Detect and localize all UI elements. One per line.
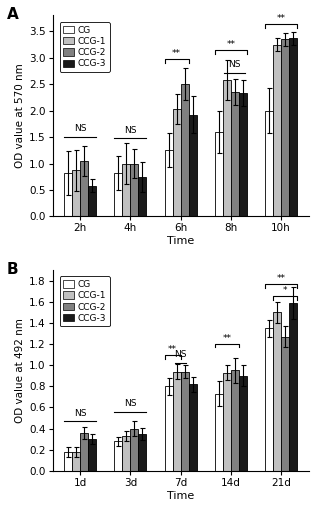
Bar [165, 150, 172, 216]
Bar [114, 173, 122, 216]
Text: **: ** [276, 274, 286, 284]
Bar [72, 452, 80, 471]
Text: **: ** [168, 345, 177, 354]
Bar [64, 452, 72, 471]
Bar [181, 84, 189, 216]
Legend: CG, CCG-1, CCG-2, CCG-3: CG, CCG-1, CCG-2, CCG-3 [60, 22, 110, 72]
Text: NS: NS [229, 60, 241, 69]
Bar [139, 177, 146, 216]
Bar [231, 92, 239, 216]
Bar [88, 186, 96, 216]
Y-axis label: OD value at 492 nm: OD value at 492 nm [15, 318, 25, 423]
Bar [181, 372, 189, 471]
Text: B: B [6, 262, 18, 277]
Bar [289, 38, 297, 216]
Bar [239, 93, 247, 216]
Bar [172, 372, 181, 471]
Bar [265, 328, 273, 471]
Text: A: A [6, 8, 18, 22]
Bar [273, 45, 281, 216]
Bar [130, 163, 139, 216]
Bar [239, 376, 247, 471]
Bar [281, 39, 289, 216]
Bar [289, 303, 297, 471]
Bar [215, 132, 223, 216]
Bar [273, 313, 281, 471]
Bar [223, 373, 231, 471]
Bar [122, 436, 130, 471]
Y-axis label: OD value at 570 nm: OD value at 570 nm [15, 64, 25, 168]
Bar [88, 439, 96, 471]
Text: **: ** [222, 333, 231, 343]
Text: **: ** [226, 40, 235, 49]
Bar [281, 336, 289, 471]
Bar [223, 80, 231, 216]
Text: NS: NS [74, 409, 87, 417]
Bar [64, 173, 72, 216]
Text: NS: NS [174, 350, 187, 359]
Legend: CG, CCG-1, CCG-2, CCG-3: CG, CCG-1, CCG-2, CCG-3 [60, 276, 110, 326]
Text: NS: NS [74, 125, 87, 133]
Bar [72, 171, 80, 216]
Bar [189, 384, 197, 471]
X-axis label: Time: Time [167, 236, 194, 246]
Bar [80, 161, 88, 216]
Bar [231, 371, 239, 471]
Bar [172, 109, 181, 216]
Text: **: ** [172, 49, 181, 59]
Bar [130, 429, 139, 471]
Bar [122, 163, 130, 216]
Text: **: ** [276, 14, 286, 23]
Bar [165, 386, 172, 471]
Bar [189, 115, 197, 216]
Text: NS: NS [124, 126, 137, 134]
Bar [265, 110, 273, 216]
X-axis label: Time: Time [167, 491, 194, 501]
Bar [139, 434, 146, 471]
Text: NS: NS [124, 399, 137, 408]
Bar [215, 394, 223, 471]
Text: *: * [283, 286, 287, 295]
Bar [80, 433, 88, 471]
Bar [114, 441, 122, 471]
